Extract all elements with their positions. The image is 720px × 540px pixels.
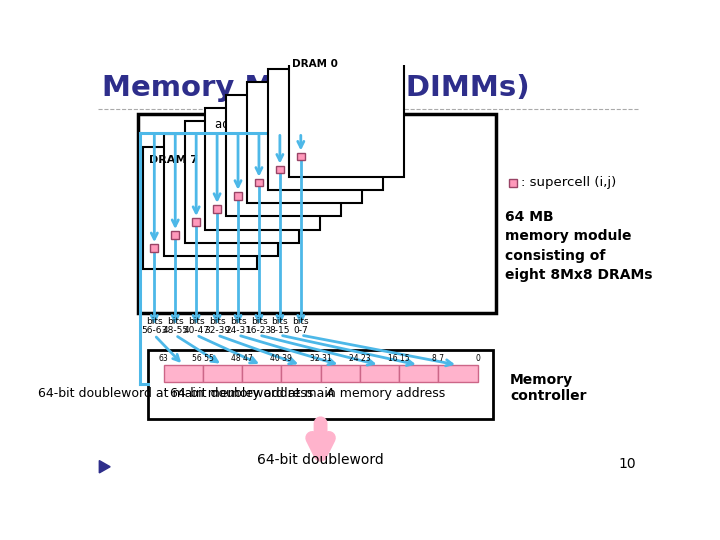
Bar [242,365,282,382]
Bar [192,218,200,226]
Text: Memory
controller: Memory controller [510,373,587,403]
Bar [204,117,389,132]
Text: 64-bit doubleword at main memory address: 64-bit doubleword at main memory address [170,387,449,400]
Bar [255,179,263,186]
Bar [248,82,362,204]
Text: 32-39: 32-39 [204,326,230,335]
Text: 0: 0 [475,354,480,363]
Text: 8 7: 8 7 [432,354,444,363]
Bar [438,365,477,382]
Text: 32 31: 32 31 [310,354,331,363]
Text: 64-bit doubleword at main memory address: 64-bit doubleword at main memory address [38,387,318,400]
Bar [138,114,496,313]
Text: bits: bits [209,318,225,326]
Bar [205,108,320,230]
Bar [203,365,242,382]
Text: 64-bit doubleword: 64-bit doubleword [257,453,384,467]
Text: A: A [325,387,334,400]
Text: bits: bits [146,318,163,326]
Text: 10: 10 [618,457,636,471]
Text: DRAM 7: DRAM 7 [149,155,198,165]
Text: Memory Modules (DIMMs): Memory Modules (DIMMs) [102,74,530,102]
Bar [508,179,517,187]
Bar [289,56,404,177]
Bar [213,205,221,213]
Bar [148,350,493,419]
Text: 40 39: 40 39 [271,354,292,363]
Bar [150,244,158,252]
Text: 40-47: 40-47 [183,326,210,335]
Bar [360,365,399,382]
Text: DRAM 0: DRAM 0 [292,59,338,69]
Text: 56-63: 56-63 [141,326,168,335]
Bar [399,365,438,382]
Bar [269,69,383,190]
Text: 24-31: 24-31 [225,326,251,335]
Text: : supercell (i,j): : supercell (i,j) [521,177,616,190]
Bar [226,95,341,217]
Bar [297,153,305,160]
Bar [234,192,242,200]
Text: 48-55: 48-55 [162,326,189,335]
Text: bits: bits [292,318,309,326]
Text: bits: bits [271,318,288,326]
Bar [163,134,279,256]
Bar [184,121,300,242]
Text: bits: bits [230,318,246,326]
Text: 63: 63 [158,354,168,363]
Bar [171,231,179,239]
Text: 16-23: 16-23 [246,326,272,335]
Text: 48 47: 48 47 [231,354,253,363]
Text: 0-7: 0-7 [294,326,308,335]
Text: bits: bits [167,318,184,326]
Bar [320,365,360,382]
Text: addr (row = i, col = j): addr (row = i, col = j) [215,118,379,131]
Text: bits: bits [188,318,204,326]
Text: 56 55: 56 55 [192,354,214,363]
Polygon shape [99,461,110,473]
Bar [282,365,320,382]
Text: 64 MB
memory module
consisting of
eight 8Mx8 DRAMs: 64 MB memory module consisting of eight … [505,210,652,282]
Text: bits: bits [251,318,267,326]
Bar [163,365,203,382]
Text: 8-15: 8-15 [269,326,290,335]
Bar [276,166,284,173]
Text: 24 23: 24 23 [349,354,371,363]
Text: 16 15: 16 15 [388,354,410,363]
Bar [143,147,258,269]
